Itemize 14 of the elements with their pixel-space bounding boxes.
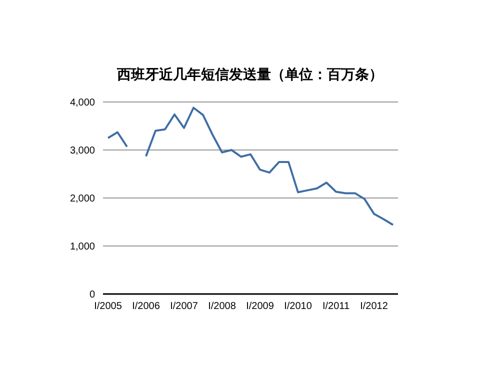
y-tick-label: 1,000 (70, 242, 96, 253)
y-tick-label: 3,000 (70, 146, 96, 157)
x-tick-label: I/2006 (132, 301, 160, 312)
x-tick-label: I/2008 (208, 301, 236, 312)
x-tick-label: I/2011 (322, 301, 350, 312)
y-tick-label: 4,000 (70, 98, 96, 109)
x-tick-label: I/2010 (284, 301, 312, 312)
x-tick-label: I/2007 (170, 301, 198, 312)
y-tick-label: 0 (89, 290, 96, 301)
y-tick-label: 2,000 (70, 194, 96, 205)
x-tick-label: I/2012 (360, 301, 388, 312)
x-tick-label: I/2009 (246, 301, 274, 312)
chart-title: 西班牙近几年短信发送量（单位：百万条） (116, 65, 384, 84)
x-tick-label: I/2005 (94, 301, 122, 312)
